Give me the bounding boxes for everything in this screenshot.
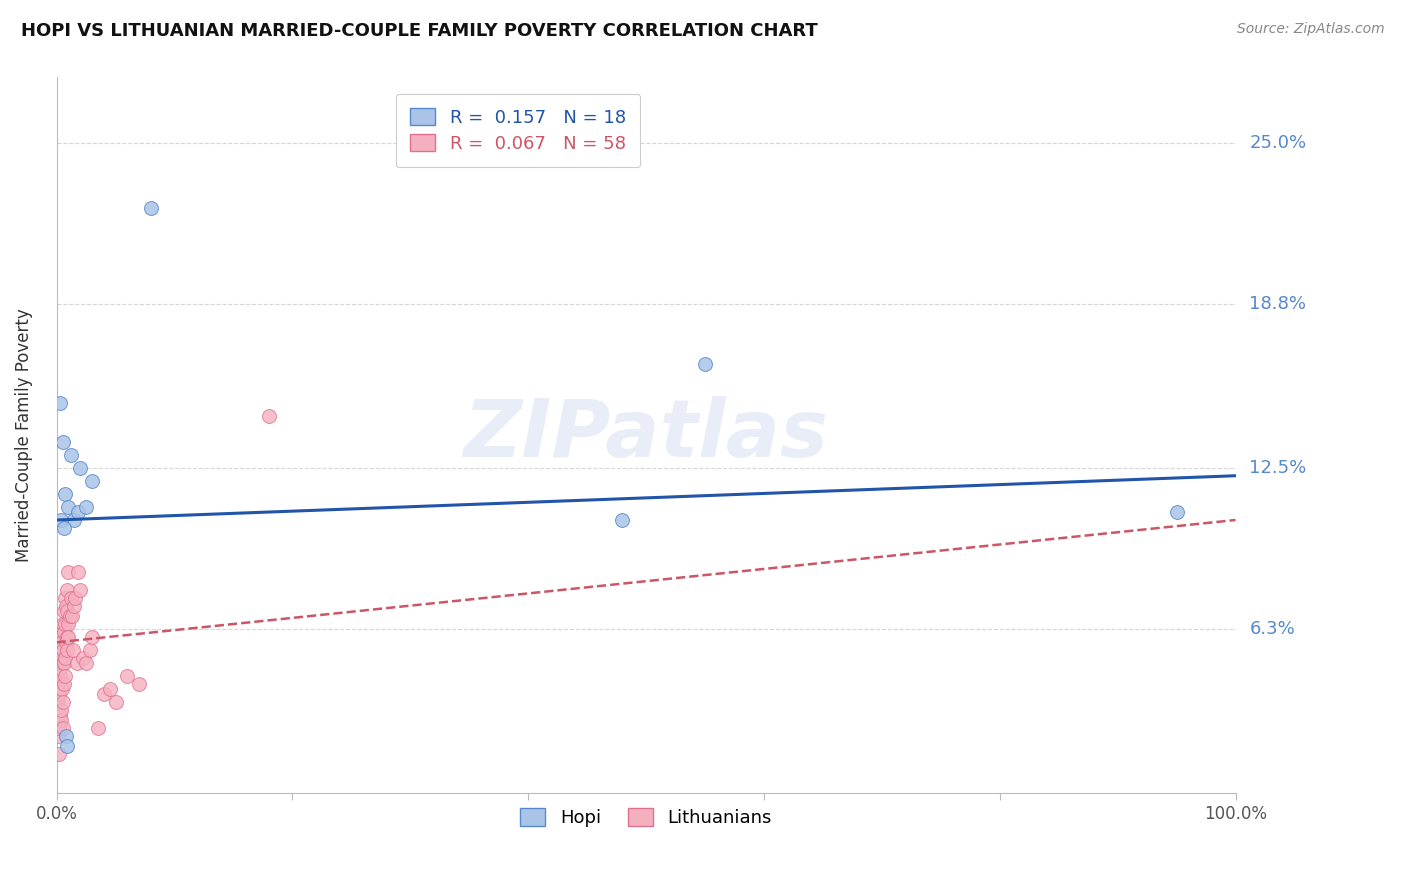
Text: 25.0%: 25.0% [1250,134,1306,152]
Point [49,651,72,665]
Point [66,505,89,519]
Point [55,591,77,606]
Text: 12.5%: 12.5% [1250,459,1306,477]
Point [58,565,80,579]
Point [55,729,77,743]
Point [48,729,70,743]
Point [104,695,127,709]
Point [53,604,76,618]
Point [58,500,80,514]
Point [55,630,77,644]
Point [52,695,75,709]
Point [51,513,73,527]
Point [48,688,70,702]
Point [51,635,73,649]
Text: Source: ZipAtlas.com: Source: ZipAtlas.com [1237,22,1385,37]
Point [56,739,79,754]
Point [52,643,75,657]
Text: HOPI VS LITHUANIAN MARRIED-COUPLE FAMILY POVERTY CORRELATION CHART: HOPI VS LITHUANIAN MARRIED-COUPLE FAMILY… [21,22,818,40]
Point [1166,505,1188,519]
Point [58,630,80,644]
Point [55,583,77,598]
Point [139,201,162,215]
Point [65,591,87,606]
Point [53,669,76,683]
Point [49,396,72,410]
Point [87,721,110,735]
Point [46,677,69,691]
Point [69,583,91,598]
Point [53,487,76,501]
Point [56,617,79,632]
Text: 18.8%: 18.8% [1250,295,1306,313]
Point [48,643,70,657]
Point [257,409,280,423]
Point [49,708,72,723]
Point [52,677,75,691]
Point [693,357,716,371]
Point [49,661,72,675]
Point [56,643,79,657]
Point [55,599,77,613]
Point [48,695,70,709]
Point [63,599,86,613]
Point [49,714,72,728]
Point [75,500,97,514]
Point [48,747,70,762]
Point [80,474,103,488]
Point [66,565,89,579]
Point [51,703,73,717]
Point [128,677,150,691]
Point [51,721,73,735]
Text: ZIPatlas: ZIPatlas [464,396,828,475]
Point [53,617,76,632]
Point [69,461,91,475]
Point [52,624,75,639]
Point [51,682,73,697]
Point [117,669,139,683]
Point [80,630,103,644]
Point [59,448,82,462]
Point [63,513,86,527]
Point [53,656,76,670]
Point [75,656,97,670]
Point [55,651,77,665]
Point [612,513,634,527]
Point [56,604,79,618]
Point [59,591,82,606]
Point [98,682,121,697]
Point [60,609,83,624]
Point [55,635,77,649]
Point [66,656,89,670]
Point [62,643,84,657]
Point [51,434,73,449]
Point [58,609,80,624]
Point [72,651,94,665]
Point [51,656,73,670]
Text: 6.3%: 6.3% [1250,620,1295,639]
Point [51,630,73,644]
Point [79,643,101,657]
Point [51,617,73,632]
Point [48,721,70,735]
Y-axis label: Married-Couple Family Poverty: Married-Couple Family Poverty [15,309,32,562]
Point [48,669,70,683]
Legend: Hopi, Lithuanians: Hopi, Lithuanians [513,801,779,834]
Point [93,688,115,702]
Point [52,521,75,535]
